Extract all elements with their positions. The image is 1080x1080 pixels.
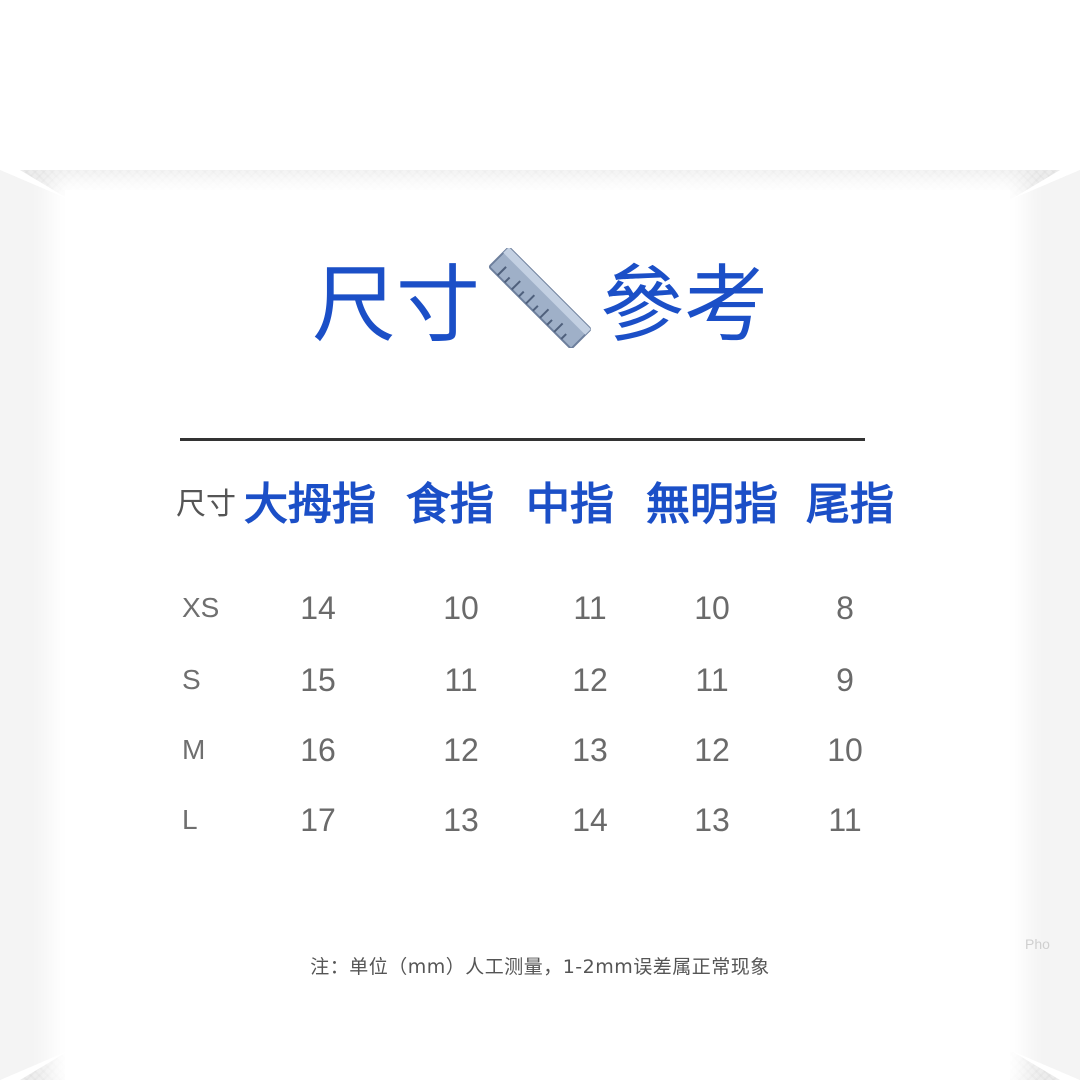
table-cell: 17 bbox=[300, 802, 336, 838]
ruler-icon bbox=[488, 248, 592, 348]
table-cell: 15 bbox=[300, 662, 336, 698]
table-cell: 13 bbox=[572, 732, 608, 768]
table-cell: 12 bbox=[443, 732, 479, 768]
table-cell: 16 bbox=[300, 732, 336, 768]
table-row: L 17 13 14 13 11 bbox=[0, 795, 1080, 845]
row-size-label: XS bbox=[182, 592, 220, 623]
row-size-label: M bbox=[182, 734, 206, 765]
table-cell: 10 bbox=[694, 590, 730, 626]
header-thumb: 大拇指 bbox=[244, 479, 376, 530]
table-cell: 9 bbox=[836, 662, 854, 698]
table-cell: 10 bbox=[827, 732, 863, 768]
content-panel bbox=[65, 190, 1010, 1080]
watermark-text: Pho bbox=[1025, 936, 1050, 952]
table-cell: 12 bbox=[572, 662, 608, 698]
table-cell: 10 bbox=[443, 590, 479, 626]
table-row: M 16 12 13 12 10 bbox=[0, 725, 1080, 775]
table-cell: 14 bbox=[572, 802, 608, 838]
table-cell: 11 bbox=[573, 590, 607, 626]
row-size-label: L bbox=[182, 804, 198, 835]
title-left: 尺寸 bbox=[311, 255, 480, 354]
table-cell: 11 bbox=[828, 802, 862, 838]
title-right: 參考 bbox=[600, 255, 769, 354]
header-index-finger: 食指 bbox=[406, 479, 494, 530]
table-cell: 13 bbox=[694, 802, 730, 838]
row-size-label: S bbox=[182, 664, 201, 695]
header-little-finger: 尾指 bbox=[806, 479, 894, 530]
size-column-header: 尺寸 bbox=[176, 487, 236, 522]
header-middle-finger: 中指 bbox=[526, 479, 614, 530]
divider-line bbox=[180, 438, 865, 441]
table-cell: 13 bbox=[443, 802, 479, 838]
table-row: S 15 11 12 11 9 bbox=[0, 655, 1080, 705]
header-ring-finger: 無明指 bbox=[646, 479, 778, 530]
table-cell: 12 bbox=[694, 732, 730, 768]
table-cell: 14 bbox=[300, 590, 336, 626]
table-row: XS 14 10 11 10 8 bbox=[0, 583, 1080, 633]
table-cell: 8 bbox=[836, 590, 854, 626]
table-header: 尺寸 大拇指 食指 中指 無明指 尾指 bbox=[0, 470, 1080, 540]
left-edge-decoration bbox=[0, 170, 70, 1080]
table-cell: 11 bbox=[444, 662, 478, 698]
page-title: 尺寸 參考 bbox=[0, 238, 1080, 358]
right-edge-decoration bbox=[1010, 170, 1080, 1080]
footnote: 注：单位（mm）人工测量，1-2mm误差属正常现象 bbox=[310, 956, 770, 978]
table-cell: 11 bbox=[695, 662, 729, 698]
